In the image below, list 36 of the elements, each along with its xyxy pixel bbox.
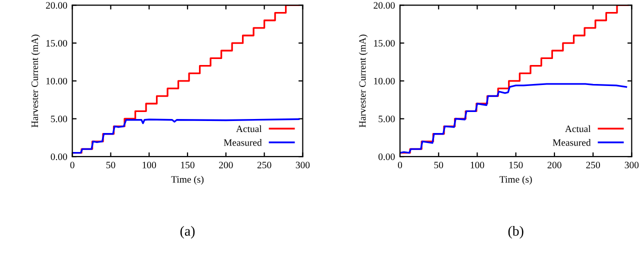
x-tick-label: 200 — [548, 162, 562, 168]
text: (a) — [180, 226, 195, 239]
y-axis-title: Harvester Current (mA) — [358, 34, 368, 128]
x-tick-label: 100 — [142, 162, 156, 168]
y-tick-label: 0.00 — [378, 154, 395, 160]
legend-label: Measured — [552, 139, 591, 146]
x-tick-label: 300 — [296, 162, 310, 168]
x-tick-label: 150 — [509, 162, 523, 168]
legend-label: Measured — [224, 139, 262, 146]
x-tick-label: 100 — [470, 162, 484, 168]
y-tick-label: 0.00 — [50, 154, 68, 160]
legend-label: Actual — [236, 125, 262, 132]
text: (b) — [508, 226, 524, 239]
y-tick-label: 20.00 — [46, 2, 68, 9]
line-series — [400, 83, 628, 154]
x-tick-label: 50 — [434, 162, 444, 168]
line-series — [72, 118, 300, 154]
y-axis-title: Harvester Current (mA) — [31, 34, 40, 128]
x-tick-label: 50 — [106, 162, 116, 168]
x-axis-title: Time (s) — [171, 176, 204, 185]
y-tick-label: 5.00 — [51, 116, 68, 122]
y-tick-label: 15.00 — [46, 40, 68, 47]
y-tick-label: 20.00 — [374, 2, 395, 9]
x-tick-label: 250 — [257, 162, 272, 168]
x-tick-label: 300 — [624, 162, 639, 168]
y-tick-label: 10.00 — [374, 78, 395, 84]
x-tick-label: 250 — [586, 162, 600, 168]
x-tick-label: 0 — [398, 162, 402, 168]
x-axis-title: Time (s) — [500, 176, 532, 185]
y-tick-label: 10.00 — [46, 78, 68, 84]
x-tick-label: 150 — [181, 162, 194, 168]
y-tick-label: 5.00 — [378, 116, 395, 122]
x-tick-label: 200 — [219, 162, 233, 168]
x-tick-label: 0 — [70, 162, 74, 168]
legend-label: Actual — [565, 125, 591, 132]
y-tick-label: 15.00 — [374, 40, 395, 47]
